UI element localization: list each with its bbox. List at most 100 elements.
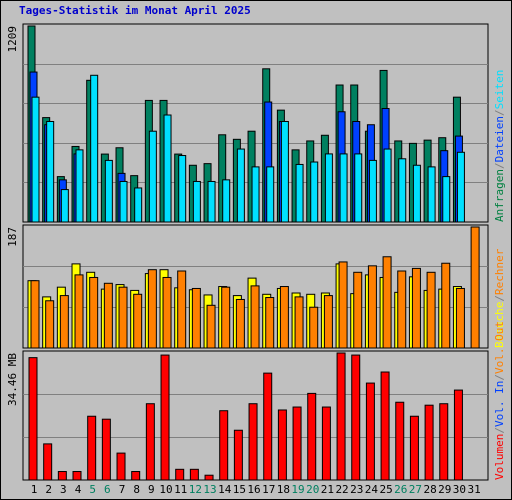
x-label-30: 30	[453, 483, 466, 496]
bar-volumen-15	[233, 429, 243, 481]
x-label-29: 29	[438, 483, 451, 496]
legend-entry: /	[493, 162, 506, 169]
bar-seiten-17	[266, 166, 275, 223]
x-label-1: 1	[31, 483, 38, 496]
bar-seiten-4	[75, 149, 84, 223]
bar-seiten-3	[60, 189, 69, 223]
bar-volumen-14	[219, 410, 229, 481]
bar-volumen-9	[145, 403, 155, 481]
bar-volumen-25	[380, 371, 390, 481]
bar-seiten-11	[178, 155, 187, 223]
bar-seiten-25	[383, 148, 392, 223]
bar-rechner-27	[411, 267, 421, 349]
x-label-8: 8	[133, 483, 140, 496]
legend-entry: Seiten	[493, 70, 506, 110]
bar-seiten-5	[90, 74, 99, 223]
bar-seiten-20	[310, 161, 319, 223]
legend-entry: Besuche	[493, 302, 506, 348]
bar-rechner-3	[59, 295, 69, 349]
x-label-7: 7	[119, 483, 126, 496]
x-label-21: 21	[321, 483, 334, 496]
bar-rechner-10	[162, 276, 172, 349]
legend-entry: /	[493, 427, 506, 434]
x-label-6: 6	[104, 483, 111, 496]
x-label-31: 31	[467, 483, 480, 496]
bar-seiten-18	[280, 120, 289, 223]
x-label-28: 28	[423, 483, 436, 496]
bar-volumen-27	[409, 415, 419, 481]
x-label-19: 19	[291, 483, 304, 496]
x-label-27: 27	[409, 483, 422, 496]
bar-volumen-17	[263, 372, 273, 481]
bar-rechner-21	[323, 295, 333, 349]
bar-volumen-3	[57, 471, 67, 481]
bar-volumen-6	[101, 418, 111, 481]
x-label-16: 16	[247, 483, 260, 496]
bar-volumen-13	[204, 474, 214, 481]
bar-seiten-16	[251, 166, 260, 223]
bar-seiten-23	[354, 153, 363, 223]
bar-seiten-19	[295, 163, 304, 223]
bar-seiten-30	[456, 151, 465, 223]
bar-volumen-26	[395, 401, 405, 481]
bar-volumen-10	[160, 354, 170, 481]
bar-rechner-28	[426, 271, 436, 349]
bar-rechner-4	[74, 274, 84, 349]
legend-entry: Volumen	[493, 434, 506, 480]
bar-rechner-8	[133, 293, 143, 349]
chart-title: Tages-Statistik im Monat April 2025	[19, 4, 251, 17]
bar-seiten-28	[427, 166, 436, 223]
bar-rechner-30	[455, 287, 465, 349]
bar-rechner-31	[470, 226, 480, 349]
bar-seiten-8	[134, 187, 143, 223]
x-label-18: 18	[277, 483, 290, 496]
x-label-9: 9	[148, 483, 155, 496]
bar-seiten-14	[222, 179, 231, 223]
bar-seiten-15	[236, 148, 245, 223]
bar-rechner-22	[338, 261, 348, 349]
x-label-3: 3	[60, 483, 67, 496]
bar-rechner-5	[89, 276, 99, 349]
x-label-5: 5	[89, 483, 96, 496]
bar-volumen-24	[365, 382, 375, 481]
x-label-20: 20	[306, 483, 319, 496]
bar-rechner-13	[206, 304, 216, 349]
bar-volumen-12	[189, 468, 199, 481]
x-label-26: 26	[394, 483, 407, 496]
bar-seiten-22	[339, 153, 348, 223]
max-label-hits: 1209	[6, 26, 19, 53]
bar-volumen-23	[351, 354, 361, 481]
bar-volumen-21	[321, 406, 331, 481]
legend-hits: Anfragen/Dateien/Seiten	[493, 70, 506, 222]
legend-entry: Vol. In	[493, 381, 506, 427]
x-label-13: 13	[203, 483, 216, 496]
max-label-volume: 34.46 MB	[6, 353, 19, 406]
x-label-17: 17	[262, 483, 275, 496]
x-label-14: 14	[218, 483, 232, 496]
bar-rechner-20	[309, 306, 319, 349]
legend-visits: Besuche/Rechner	[493, 248, 506, 348]
bar-volumen-18	[277, 409, 287, 481]
x-label-12: 12	[189, 483, 202, 496]
bar-volumen-22	[336, 352, 346, 481]
x-label-10: 10	[159, 483, 172, 496]
bar-rechner-26	[397, 270, 407, 349]
bar-seiten-1	[31, 96, 40, 223]
bar-rechner-2	[45, 300, 55, 349]
bar-seiten-9	[148, 130, 157, 223]
bar-seiten-26	[398, 158, 407, 223]
bar-seiten-13	[207, 180, 216, 223]
bar-rechner-6	[103, 282, 113, 349]
x-label-25: 25	[379, 483, 392, 496]
bar-rechner-16	[250, 285, 260, 349]
bar-volumen-11	[175, 468, 185, 481]
bar-seiten-10	[163, 114, 172, 223]
bar-rechner-29	[441, 262, 451, 349]
bar-seiten-29	[442, 176, 451, 223]
bar-rechner-15	[235, 298, 245, 349]
bar-seiten-21	[324, 153, 333, 223]
bar-seiten-2	[46, 120, 55, 223]
bar-volumen-8	[131, 471, 141, 481]
bar-volumen-1	[28, 357, 38, 481]
